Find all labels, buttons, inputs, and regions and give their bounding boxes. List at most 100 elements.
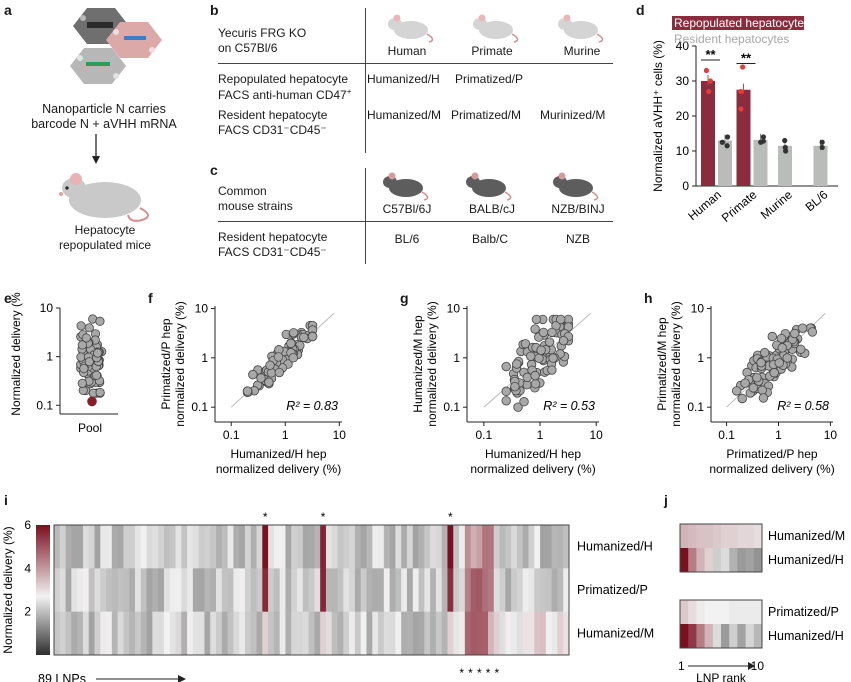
panel-a-caption1: Hepatocyte: [74, 223, 136, 237]
i-heatmap-cell: [354, 525, 362, 569]
h-y-tick-label: 0.1: [687, 400, 704, 414]
panel-b-row1-label1: Repopulated hepatocyte: [218, 72, 349, 86]
d-data-point: [724, 143, 730, 149]
panel-d-bar-chart: 0 10 20 30 40 Normalized aVHH⁺ cells (%) Repop…: [651, 16, 838, 225]
e-data-point: [77, 340, 87, 350]
i-heatmap-cell: [239, 611, 246, 656]
j-heatmap-cell: [729, 524, 738, 549]
e-data-point: [91, 370, 102, 380]
i-heatmap-cell: [111, 611, 119, 656]
e-data-point: [79, 363, 89, 374]
i-heatmap-cell: [435, 568, 443, 613]
i-heatmap-cell: [516, 525, 524, 569]
i-heatmap-cell: [378, 611, 385, 656]
i-heatmap-cell: [302, 525, 310, 569]
h-data-point: [774, 358, 784, 368]
j-heatmap-cell: [696, 524, 705, 549]
i-heatmap-cell: [493, 568, 500, 613]
panel-a-caption2: repopulated mice: [58, 238, 152, 252]
i-heatmap-cell: [111, 525, 119, 569]
d-data-point: [740, 64, 746, 70]
i-heatmap-cell: [175, 611, 182, 656]
i-heatmap-cell: [291, 568, 298, 613]
e-data-point: [81, 333, 91, 343]
g-x-tick-label: 0.1: [476, 428, 493, 442]
i-heatmap-cell: [406, 525, 414, 569]
i-heatmap-cell: [487, 611, 495, 656]
panel-b-col-primate: Primate: [471, 44, 513, 58]
i-heatmap-cell: [273, 568, 281, 613]
j-row-label: Humanized/H: [768, 553, 844, 567]
j-heatmap-border: [679, 599, 763, 649]
i-heatmap-cell: [545, 525, 553, 569]
g-data-point: [513, 402, 523, 412]
i-heatmap-cell: [279, 611, 286, 656]
j-heatmap-cell: [704, 548, 714, 573]
i-bottom-star: *: [468, 666, 473, 680]
i-heatmap-cell: [551, 568, 558, 613]
e-y-axis-label: Normalized delivery (%): [9, 292, 23, 416]
j-heatmap-cell: [721, 548, 730, 573]
g-data-point: [534, 353, 544, 364]
j-x-caption: LNP rank: [696, 671, 747, 682]
panel-a-label: a: [4, 2, 12, 18]
g-data-point: [501, 386, 511, 397]
i-heatmap-cell: [349, 525, 356, 569]
f-data-point: [266, 368, 277, 378]
i-heatmap-cell: [430, 611, 437, 656]
f-data-point: [248, 369, 258, 380]
i-heatmap-cell: [528, 611, 535, 656]
g-data-point: [519, 397, 529, 407]
i-heatmap-cell: [244, 525, 252, 569]
i-heatmap-cell: [557, 611, 564, 656]
i-heatmap-cell: [464, 568, 472, 613]
i-heatmap-cell: [262, 568, 269, 613]
i-heatmap-cell: [401, 611, 408, 656]
f-r2-label: R² = 0.83: [286, 399, 338, 413]
i-colorbar-tick: 4: [24, 561, 31, 575]
d-x-tick-label: Primate: [719, 187, 760, 225]
i-heatmap-cell: [522, 525, 529, 569]
f-data-point: [288, 353, 298, 363]
e-data-point: [84, 357, 94, 367]
panel-c-row-label2: FACS CD31⁻CD45⁻: [218, 245, 327, 259]
i-heatmap-cell: [406, 611, 414, 656]
j-heatmap-cell: [688, 548, 697, 573]
i-heatmap-cell: [360, 568, 367, 613]
f-data-point: [286, 338, 296, 349]
f-data-point: [288, 328, 299, 338]
i-heatmap-cell: [94, 568, 101, 613]
h-y-axis-label-1: Primatized/M hep: [655, 317, 669, 411]
i-heatmap-cell: [94, 525, 101, 569]
i-heatmap-cell: [135, 568, 142, 613]
g-data-point: [536, 345, 546, 355]
i-heatmap-cell: [117, 525, 124, 569]
j-heatmap-cell: [704, 624, 714, 649]
i-heatmap-cell: [77, 568, 84, 613]
d-data-point: [719, 139, 725, 145]
i-heatmap-cell: [210, 525, 217, 569]
i-heatmap-cell: [198, 611, 205, 656]
i-heatmap-cell: [493, 525, 500, 569]
i-heatmap-cell: [435, 611, 443, 656]
panel-c-vertical-rule: [365, 168, 366, 264]
f-y-axis-label-2: normalized delivery (%): [173, 301, 187, 426]
d-legend-label: Repopulated hepatocytes: [674, 16, 810, 30]
h-x-axis-label-1: Primatized/P hep: [726, 447, 817, 461]
d-bar-resident: [813, 145, 828, 186]
i-heatmap-cell: [175, 568, 182, 613]
i-heatmap-cell: [244, 568, 252, 613]
panel-b-label: b: [210, 2, 219, 18]
h-data-point: [782, 353, 792, 363]
f-data-point: [274, 367, 284, 378]
e-highlight-point: [87, 396, 97, 407]
i-heatmap-cell: [511, 568, 518, 613]
i-heatmap-cell: [378, 568, 385, 613]
i-heatmap-cell: [256, 568, 263, 613]
j-heatmap-cell: [704, 600, 714, 625]
h-data-point: [758, 393, 769, 403]
i-colorbar-tick: 2: [24, 605, 31, 619]
i-heatmap-cell: [129, 568, 136, 613]
panel-i-label: i: [4, 492, 8, 508]
i-heatmap-cell: [320, 568, 327, 613]
